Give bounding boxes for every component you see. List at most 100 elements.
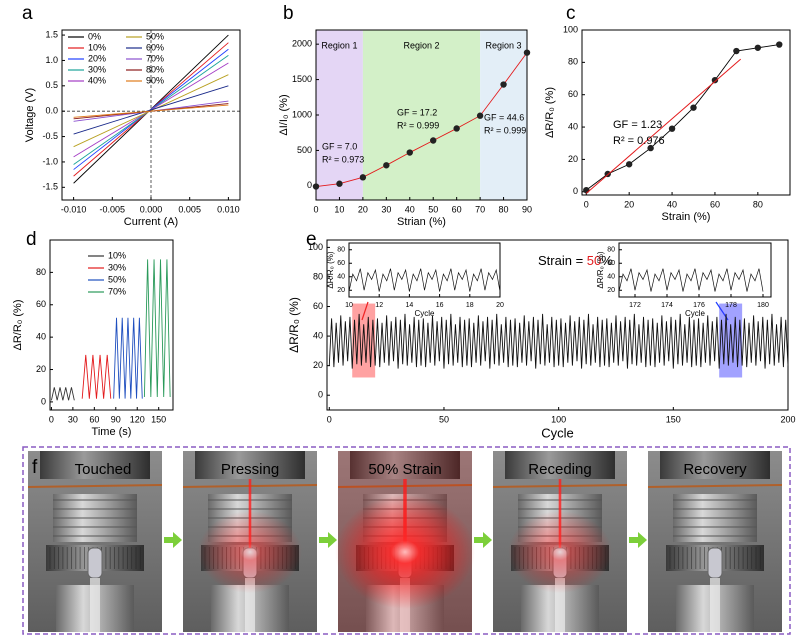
data-line [315,52,528,187]
data-point [359,174,367,181]
strain-annotation: Strain = 50% [538,253,613,268]
x-tick-label: -0.005 [100,204,126,214]
y-axis-label: ΔR/R₀ (%) [544,87,556,138]
panel-letter: c [566,3,576,24]
x-tick-label: 60 [89,414,99,424]
x-tick-label: 0 [49,414,54,424]
frame-label: Recovery [683,461,747,478]
chart-panel: 10 12 14 16 18 20 20 40 60 80 Cycle ΔR/R₀ (%) [326,242,504,318]
y-tick-label: 0 [318,390,323,400]
annotation: R² = 0.999 [397,120,439,130]
legend-label: 20% [88,53,106,63]
x-tick-label: 200 [780,414,795,424]
bottom-shaft [555,578,565,632]
x-tick-label: 0.005 [178,204,201,214]
panel-letter: a [22,3,33,24]
annotation-part: 50 [587,253,601,268]
y-tick-label: 40 [607,274,615,281]
annotation: R² = 0.976 [613,135,665,147]
annotation: GF = 1.23 [613,119,662,131]
data-line [618,268,764,292]
x-tick-label: 20 [358,204,368,214]
chart-panel: -0.010 -0.005 0.000 0.005 0.010 -1.5 -1.0 -0.5 0… [22,3,241,228]
chart-panel: 172 174 176 178 180 20 40 60 80 Cycle ΔR/R₀ (%) [596,242,772,318]
x-tick-label: 30 [68,414,78,424]
light-glow [198,510,302,594]
x-tick-label: 172 [629,302,641,309]
y-tick-label: 20 [337,287,345,294]
y-tick-label: 20 [313,360,323,370]
chart-panel: 0 30 60 90 120 150 0 20 40 60 80 Time (s) ΔR/R₀ (%) d… [12,229,174,438]
y-axis-label: ΔI/I₀ (%) [278,94,290,135]
y-tick-label: 20 [568,154,578,164]
y-tick-label: 1000 [292,109,312,119]
data-point [312,183,320,190]
green-arrow [474,532,492,548]
frame-label: 50% Strain [368,461,441,478]
led-body [87,547,103,579]
x-tick-label: 174 [661,302,673,309]
light-glow [335,495,475,609]
data-point [668,125,676,132]
x-tick-label: 120 [130,414,145,424]
y-tick-label: 60 [568,89,578,99]
legend-label: 10% [108,250,126,260]
y-tick-label: 60 [36,299,46,309]
legend-label: 40% [88,75,106,85]
region-label: Region 3 [486,40,522,50]
legend-label: 30% [108,262,126,272]
bottom-shaft [245,578,255,632]
x-tick-label: 30 [381,204,391,214]
chart-panel: 0 20 40 60 80 0 20 40 60 80 100 Strain (%) ΔR/R₀ (%)… [544,3,791,223]
y-tick-label: 2000 [292,39,312,49]
inset-background [349,243,500,297]
green-arrow [319,532,337,548]
y-axis-label: ΔR/R₀ (%) [596,251,605,288]
data-point [453,125,460,132]
x-tick-label: 100 [551,414,566,424]
photo-frame: Recovery [647,451,783,632]
x-tick-label: 90 [111,414,121,424]
legend-label: 30% [88,64,106,74]
legend-label: 50% [108,274,126,284]
data-point [476,112,484,119]
x-tick-label: 180 [757,302,769,309]
data-point [336,180,343,187]
x-tick-label: 60 [452,204,462,214]
x-tick-label: 0.000 [140,204,163,214]
annotation: R² = 0.973 [322,154,364,164]
y-tick-label: 80 [313,271,323,281]
x-tick-label: 90 [522,204,532,214]
x-tick-label: 50 [439,414,449,424]
y-tick-label: 1.0 [45,55,58,65]
top-cylinder [505,451,615,479]
top-cylinder [195,451,305,479]
data-point [690,104,697,111]
y-tick-label: -0.5 [42,131,58,141]
legend-label: 70% [108,286,126,296]
x-tick-label: 12 [375,302,383,309]
x-tick-label: 80 [499,204,509,214]
y-axis-label: Voltage (V) [24,88,36,142]
photo-frame: Pressing [182,451,337,632]
region-label: Region 1 [321,40,357,50]
x-tick-label: 0.010 [217,204,240,214]
x-tick-label: 40 [667,199,677,209]
x-axis-label: Strian (%) [397,216,446,228]
green-arrow [629,532,647,548]
y-tick-label: 60 [337,260,345,267]
x-tick-label: 60 [710,199,720,209]
y-tick-label: 40 [568,121,578,131]
photo-frame: Touched [27,451,182,632]
y-axis-label: ΔR/R₀ (%) [12,299,24,350]
data-point [583,186,590,194]
region [362,30,481,200]
frame-label: Receding [528,461,591,478]
bottom-shaft [710,578,720,632]
y-tick-label: 20 [36,364,46,374]
region [316,30,363,200]
data-point [711,76,719,84]
data-line [73,85,229,135]
top-cylinder [350,451,460,479]
